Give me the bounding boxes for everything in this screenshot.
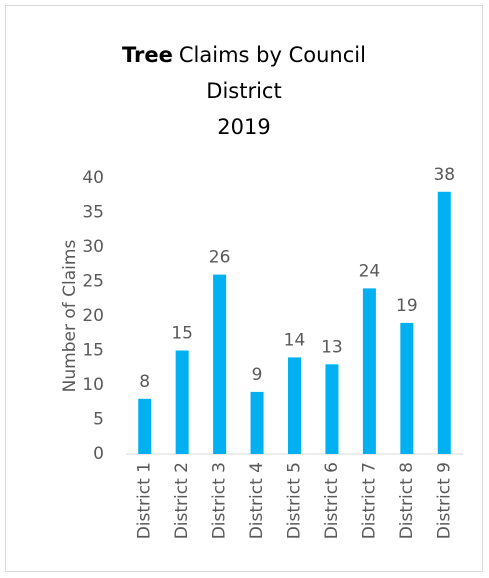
bar <box>175 350 189 454</box>
y-tick-label: 30 <box>82 237 104 257</box>
x-tick-label: District 6 <box>322 462 342 539</box>
bar <box>325 364 339 454</box>
y-tick-label: 0 <box>93 444 104 464</box>
bar <box>250 391 264 454</box>
bar <box>213 274 227 454</box>
value-label: 13 <box>321 337 343 357</box>
chart-title-line: District <box>206 79 281 103</box>
chart-subtitle: 2019 <box>217 115 270 139</box>
x-tick-label: District 5 <box>285 462 305 539</box>
x-tick-label: District 7 <box>359 462 379 539</box>
bar <box>437 191 451 455</box>
y-axis-label: Number of Claims <box>60 240 80 393</box>
x-tick-label: District 4 <box>247 462 267 539</box>
x-tick-label: District 1 <box>135 462 155 539</box>
value-label: 24 <box>359 261 381 281</box>
value-label: 26 <box>209 248 231 268</box>
value-label: 15 <box>171 324 193 344</box>
y-tick-label: 5 <box>93 410 104 430</box>
y-tick-label: 10 <box>82 375 104 395</box>
bar <box>362 288 376 454</box>
y-tick-label: 25 <box>82 272 104 292</box>
title-emphasis: Tree <box>122 43 173 67</box>
bar <box>288 357 301 454</box>
value-label: 38 <box>433 165 455 185</box>
chart-border <box>5 5 483 572</box>
x-tick-label: District 8 <box>397 462 417 539</box>
y-tick-label: 35 <box>82 203 104 223</box>
x-tick-label: District 2 <box>172 462 192 539</box>
value-label: 9 <box>252 365 263 385</box>
bar <box>400 322 414 454</box>
x-tick-label: District 9 <box>434 462 454 539</box>
bar <box>138 398 152 454</box>
value-label: 14 <box>284 330 306 350</box>
y-tick-label: 20 <box>82 306 104 326</box>
value-label: 19 <box>396 296 418 316</box>
title-text: Claims by Council <box>179 43 366 67</box>
value-label: 8 <box>139 372 150 392</box>
y-tick-label: 40 <box>82 168 104 188</box>
y-tick-label: 15 <box>82 341 104 361</box>
x-tick-label: District 3 <box>210 462 230 539</box>
chart-title-line: Tree Claims by Council <box>122 43 366 67</box>
